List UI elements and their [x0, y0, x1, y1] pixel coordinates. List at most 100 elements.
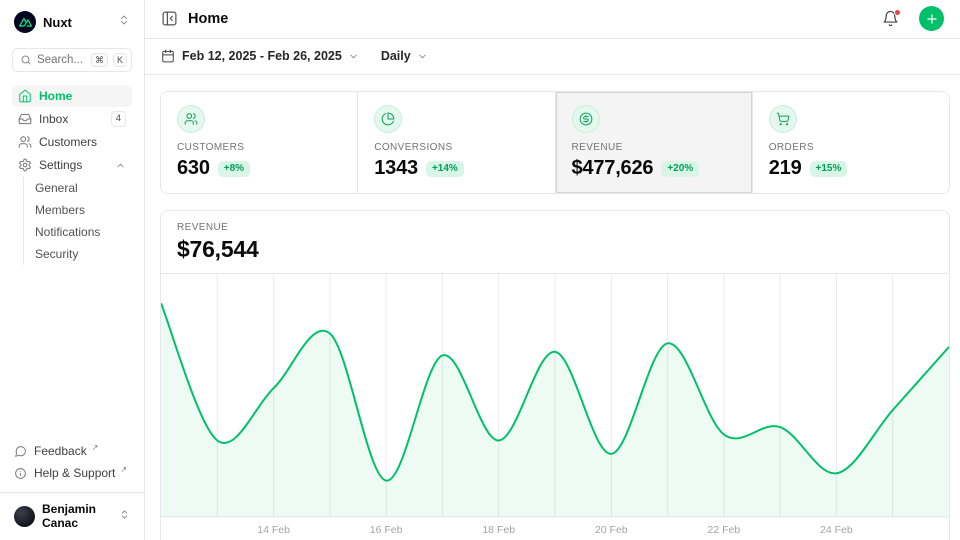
sidebar-item-label: Home [39, 89, 73, 103]
link-label: Feedback [34, 444, 87, 458]
pie-chart-icon [374, 105, 403, 133]
feedback-link[interactable]: Feedback ↗ [12, 440, 132, 462]
chevron-down-icon [417, 51, 428, 62]
stat-value: $477,626 [571, 157, 654, 179]
users-icon [177, 105, 205, 133]
external-link-icon: ↗ [120, 464, 128, 474]
sidebar-item-label: Settings [39, 158, 83, 172]
stat-customers[interactable]: CUSTOMERS 630 +8% [161, 92, 358, 193]
sidebar-item-inbox[interactable]: Inbox 4 [12, 108, 132, 130]
stat-value: 630 [177, 157, 210, 179]
sub-item-label: General [35, 181, 78, 195]
search-icon [20, 54, 32, 66]
bell-icon [883, 11, 898, 27]
team-name: Nuxt [43, 14, 72, 30]
notifications-button[interactable] [882, 9, 901, 27]
team-selector[interactable]: Nuxt [12, 9, 132, 35]
collapse-sidebar-button[interactable] [161, 10, 178, 27]
search-placeholder: Search... [37, 54, 84, 66]
chart-kicker-label: REVENUE [177, 222, 229, 233]
search-input[interactable]: Search... ⌘ K [12, 48, 132, 72]
divider [0, 492, 144, 493]
gear-icon [18, 158, 32, 172]
chart-header: REVENUE $76,544 [161, 211, 949, 274]
page-title: Home [188, 10, 229, 27]
stat-delta-badge: +20% [661, 160, 700, 177]
sub-item-label: Security [35, 247, 79, 261]
stat-label: CUSTOMERS [177, 142, 245, 153]
settings-subnav: General Members Notifications Security [23, 177, 132, 265]
cart-icon [768, 105, 797, 133]
notification-dot [894, 9, 901, 17]
granularity-value: Daily [380, 49, 411, 64]
sub-item-label: Notifications [35, 225, 101, 239]
stat-label: ORDERS [768, 142, 814, 153]
svg-text:18 Feb: 18 Feb [482, 524, 515, 536]
stat-revenue[interactable]: REVENUE $477,626 +20% [554, 92, 752, 193]
chart-plot-area[interactable]: 14 Feb 16 Feb 18 Feb 20 Feb 22 Feb 24 Feb [161, 274, 949, 540]
users-icon [18, 135, 32, 149]
add-button[interactable] [919, 6, 944, 32]
svg-text:24 Feb: 24 Feb [820, 524, 853, 536]
sidebar-item-general[interactable]: General [24, 177, 132, 199]
home-icon [18, 89, 32, 103]
stats-row: CUSTOMERS 630 +8% CONVERSIONS 1343 +14% [160, 91, 950, 194]
chevrons-up-down-icon [118, 13, 130, 31]
stat-orders[interactable]: ORDERS 219 +15% [751, 92, 949, 193]
stat-label: CONVERSIONS [374, 142, 453, 153]
date-range-picker[interactable]: Feb 12, 2025 - Feb 26, 2025 [161, 49, 359, 63]
revenue-chart-card: REVENUE $76,544 14 Feb 16 Feb 18 Feb 20 Feb… [160, 210, 950, 540]
info-icon [14, 467, 27, 480]
content: CUSTOMERS 630 +8% CONVERSIONS 1343 +14% [145, 75, 960, 540]
filter-toolbar: Feb 12, 2025 - Feb 26, 2025 Daily [145, 39, 960, 75]
sidebar-item-home[interactable]: Home [12, 85, 132, 107]
sidebar-item-label: Inbox [39, 112, 69, 126]
stat-conversions[interactable]: CONVERSIONS 1343 +14% [357, 92, 555, 193]
svg-text:14 Feb: 14 Feb [257, 524, 290, 536]
sidebar-item-label: Customers [39, 135, 98, 149]
sub-item-label: Members [35, 203, 86, 217]
sidebar-item-security[interactable]: Security [24, 243, 132, 265]
circle-dollar-icon [571, 105, 600, 133]
link-label: Help & Support [34, 466, 116, 480]
sidebar-nav: Home Inbox 4 Customers Setting [12, 85, 132, 265]
sidebar-footer: Feedback ↗ Help & Support ↗ Benjamin Can… [0, 440, 144, 530]
user-menu[interactable]: Benjamin Canac [12, 493, 132, 530]
sidebar-item-customers[interactable]: Customers [12, 131, 132, 153]
chevron-up-icon [115, 160, 126, 171]
stat-delta-badge: +14% [425, 160, 464, 177]
stat-delta-badge: +8% [217, 160, 251, 177]
svg-text:22 Feb: 22 Feb [708, 524, 741, 536]
inbox-count-badge: 4 [110, 111, 126, 127]
user-name: Benjamin Canac [42, 502, 97, 530]
sidebar-item-settings[interactable]: Settings [12, 154, 132, 176]
external-link-icon: ↗ [91, 442, 99, 452]
main-area: Home Feb 12, 2025 - Feb 26, 2025 [145, 0, 960, 540]
svg-text:20 Feb: 20 Feb [595, 524, 628, 536]
granularity-select[interactable]: Daily [381, 49, 428, 63]
kbd-cmd: ⌘ [90, 52, 108, 68]
inbox-icon [18, 112, 32, 126]
kbd-k: K [112, 52, 127, 68]
help-support-link[interactable]: Help & Support ↗ [12, 462, 132, 484]
date-range-value: Feb 12, 2025 - Feb 26, 2025 [182, 49, 342, 64]
avatar [14, 505, 35, 527]
sidebar-item-members[interactable]: Members [24, 199, 132, 221]
nuxt-logo-icon [14, 11, 36, 33]
sidebar-item-notifications[interactable]: Notifications [24, 221, 132, 243]
calendar-icon [161, 49, 175, 63]
top-bar: Home [145, 0, 960, 39]
sidebar: Nuxt Search... ⌘ K Home [0, 0, 145, 540]
stat-delta-badge: +15% [809, 160, 848, 177]
chevrons-up-down-icon [119, 507, 130, 525]
chart-total-value: $76,544 [177, 236, 259, 262]
chevron-down-icon [348, 51, 359, 62]
stat-label: REVENUE [571, 142, 623, 153]
stat-value: 219 [768, 157, 802, 179]
message-circle-icon [14, 445, 27, 458]
stat-value: 1343 [374, 157, 418, 179]
svg-text:16 Feb: 16 Feb [370, 524, 403, 536]
revenue-chart: 14 Feb 16 Feb 18 Feb 20 Feb 22 Feb 24 Feb [161, 274, 949, 536]
plus-icon [926, 14, 937, 24]
